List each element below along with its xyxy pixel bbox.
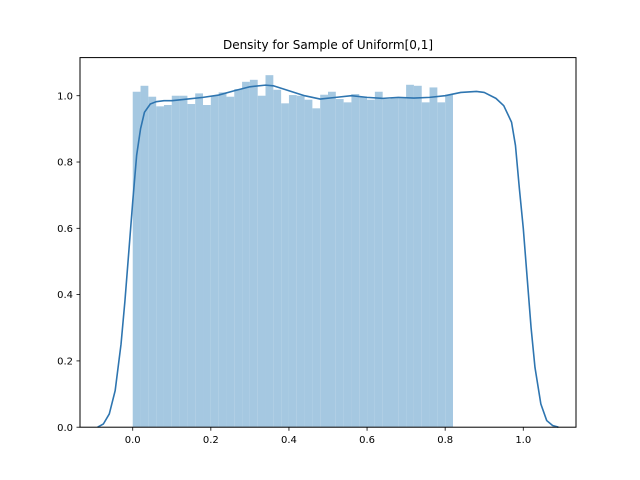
histogram-bar <box>398 97 407 428</box>
x-tick-label: 0.6 <box>359 435 375 446</box>
histogram-bar <box>281 103 289 428</box>
histogram-bar <box>288 95 297 428</box>
histogram-bar <box>390 97 399 428</box>
histogram-bar <box>413 85 422 428</box>
histogram-bar <box>374 91 383 428</box>
histogram-bar <box>382 99 391 428</box>
histogram-bar <box>171 95 180 428</box>
x-tick-label: 1.0 <box>515 435 531 446</box>
plot-frame <box>79 57 577 428</box>
histogram-bar <box>304 99 313 428</box>
histogram-bar <box>163 105 172 428</box>
y-tick-label: 0.2 <box>57 357 73 368</box>
histogram-bar <box>320 94 328 428</box>
histogram-bar <box>296 95 305 428</box>
x-axis: 0.0 0.2 0.4 0.6 0.8 1.0 <box>125 427 531 446</box>
y-tick-label: 0.4 <box>57 290 73 301</box>
histogram-bar <box>343 102 352 428</box>
y-tick-label: 1.0 <box>57 91 73 102</box>
histogram-bar <box>226 96 235 428</box>
y-tick-label: 0.0 <box>57 423 73 434</box>
histogram-bar <box>429 87 438 428</box>
histogram-bar <box>132 91 141 428</box>
kde-curve-group <box>97 84 559 428</box>
histogram-bar <box>367 99 375 428</box>
x-tick-label: 0.0 <box>125 435 141 446</box>
histogram-bar <box>273 89 282 428</box>
histogram-bar <box>328 91 336 428</box>
x-tick-label: 0.2 <box>203 435 219 446</box>
histogram-bar <box>265 75 274 428</box>
y-axis: 0.0 0.2 0.4 0.6 0.8 1.0 <box>57 91 80 434</box>
kde-curve <box>97 84 559 428</box>
histogram-bar <box>312 108 321 428</box>
histogram-bar <box>249 79 258 428</box>
histogram-bar <box>195 93 204 428</box>
histogram-bar <box>257 95 266 428</box>
histogram-bar <box>234 89 243 428</box>
histogram-bar <box>156 106 164 428</box>
histogram-bar <box>437 102 446 428</box>
x-tick-label: 0.4 <box>281 435 297 446</box>
x-tick-label: 0.8 <box>437 435 453 446</box>
histogram-bar <box>421 102 430 428</box>
histogram-bar <box>148 96 157 428</box>
histogram-bar <box>445 94 453 428</box>
histogram-bar <box>140 85 149 428</box>
histogram-bar <box>335 99 344 428</box>
histogram-bar <box>242 81 250 428</box>
y-tick-label: 0.8 <box>57 158 73 169</box>
histogram-bar <box>406 84 414 428</box>
histogram-bar <box>187 104 196 428</box>
histogram-bar <box>359 96 368 428</box>
histogram-bar <box>203 105 211 428</box>
chart-title: Density for Sample of Uniform[0,1] <box>223 38 433 52</box>
histogram-bar <box>210 95 219 428</box>
y-tick-label: 0.6 <box>57 224 73 235</box>
histogram-bar <box>218 92 227 428</box>
histogram-bars <box>132 75 453 428</box>
histogram-bar <box>351 94 360 428</box>
histogram-bar <box>179 95 188 428</box>
